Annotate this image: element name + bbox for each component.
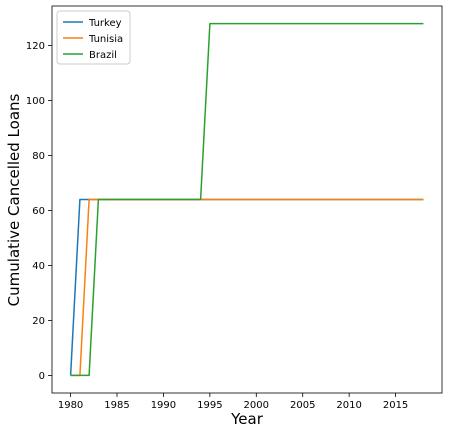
- x-tick-label: 2005: [290, 400, 315, 411]
- x-tick-label: 1985: [104, 400, 129, 411]
- legend-label-turkey: Turkey: [88, 18, 122, 29]
- y-tick-label: 0: [39, 371, 45, 382]
- x-tick-label: 1990: [151, 400, 176, 411]
- x-axis-label: Year: [230, 410, 264, 428]
- x-tick-label: 1995: [197, 400, 222, 411]
- y-tick-label: 60: [32, 206, 45, 217]
- legend-box: [56, 10, 131, 65]
- series-line-brazil: [70, 22, 424, 377]
- y-axis-ticks: 0 20 40 60 80 100 120: [26, 41, 52, 382]
- series-lines: [69, 22, 424, 377]
- plot-frame: [51, 5, 443, 394]
- x-tick-label: 2010: [336, 400, 361, 411]
- legend: Turkey Tunisia Brazil: [56, 10, 131, 65]
- y-tick-label: 120: [26, 41, 45, 52]
- x-tick-label: 2000: [244, 400, 269, 411]
- y-tick-label: 80: [32, 151, 45, 162]
- y-tick-label: 20: [32, 316, 45, 327]
- legend-label-brazil: Brazil: [89, 50, 117, 61]
- y-tick-label: 40: [32, 261, 45, 272]
- x-axis-ticks: 1980 1985 1990 1995 2000 2005 2010 2015: [58, 393, 408, 411]
- x-tick-label: 1980: [58, 400, 83, 411]
- y-axis-label: Cumulative Cancelled Loans: [5, 93, 23, 306]
- x-tick-label: 2015: [383, 400, 408, 411]
- legend-label-tunisia: Tunisia: [88, 34, 123, 45]
- y-tick-label: 100: [26, 96, 45, 107]
